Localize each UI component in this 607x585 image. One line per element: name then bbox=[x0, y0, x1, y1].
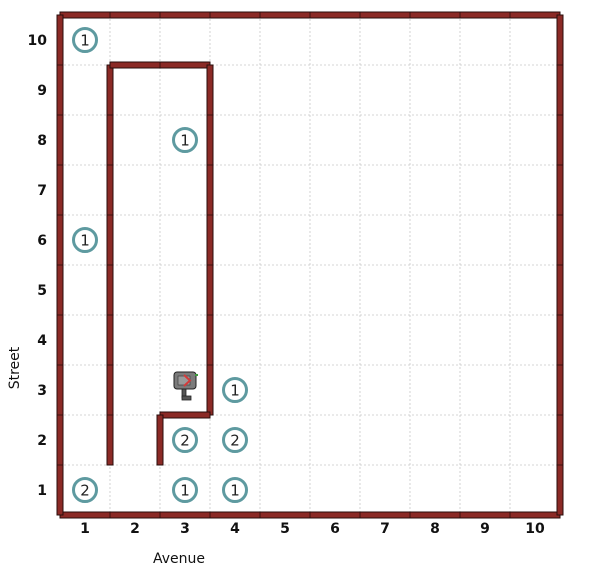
beeper: 1 bbox=[222, 377, 248, 403]
y-axis-label: Street bbox=[7, 346, 23, 389]
x-axis-label: Avenue bbox=[153, 551, 205, 567]
beeper: 2 bbox=[72, 477, 98, 503]
robot bbox=[173, 371, 198, 401]
avenue-tick-label: 7 bbox=[380, 521, 390, 537]
beeper-circle bbox=[222, 477, 248, 503]
street-tick-label: 1 bbox=[37, 483, 47, 499]
avenue-tick-label: 1 bbox=[80, 521, 90, 537]
beepers: 1 1 1 1 2 2 2 1 1 bbox=[72, 27, 248, 503]
axis-ticks: 1 2 3 4 5 6 7 8 9 10 1 2 3 4 5 6 7 8 9 10 bbox=[28, 33, 545, 537]
street-tick-label: 7 bbox=[37, 183, 47, 199]
beeper-circle bbox=[72, 227, 98, 253]
beeper-circle bbox=[72, 27, 98, 53]
avenue-tick-label: 8 bbox=[430, 521, 440, 537]
robot-foot bbox=[181, 395, 192, 401]
avenue-tick-label: 9 bbox=[480, 521, 490, 537]
robot-icon bbox=[173, 371, 198, 401]
beeper: 1 bbox=[222, 477, 248, 503]
street-tick-label: 5 bbox=[37, 283, 47, 299]
avenue-tick-label: 10 bbox=[525, 521, 545, 537]
beeper-count: 1 bbox=[80, 232, 90, 250]
street-tick-label: 4 bbox=[37, 333, 47, 349]
interior-wall bbox=[206, 64, 214, 416]
beeper: 1 bbox=[172, 127, 198, 153]
beeper: 1 bbox=[72, 27, 98, 53]
street-tick-label: 10 bbox=[28, 33, 48, 49]
robot-face bbox=[177, 375, 191, 386]
beeper-count: 1 bbox=[230, 382, 240, 400]
interior-wall bbox=[159, 411, 211, 419]
avenue-tick-label: 4 bbox=[230, 521, 240, 537]
beeper-circle bbox=[72, 477, 98, 503]
beeper-circle bbox=[222, 427, 248, 453]
beeper-count: 2 bbox=[230, 432, 240, 450]
beeper: 1 bbox=[172, 477, 198, 503]
grid bbox=[60, 15, 560, 515]
avenue-tick-label: 6 bbox=[330, 521, 340, 537]
beeper-count: 1 bbox=[230, 482, 240, 500]
beeper-circle bbox=[172, 427, 198, 453]
beeper: 2 bbox=[172, 427, 198, 453]
beeper: 2 bbox=[222, 427, 248, 453]
street-tick-label: 2 bbox=[37, 433, 47, 449]
beeper: 1 bbox=[72, 227, 98, 253]
avenue-tick-label: 5 bbox=[280, 521, 290, 537]
interior-wall bbox=[156, 414, 164, 466]
robot-direction-arrow bbox=[183, 374, 192, 387]
beeper-count: 1 bbox=[180, 132, 190, 150]
beeper-count: 2 bbox=[180, 432, 190, 450]
beeper-circle bbox=[172, 477, 198, 503]
avenue-tick-label: 3 bbox=[180, 521, 190, 537]
beeper-circle bbox=[172, 127, 198, 153]
street-tick-label: 3 bbox=[37, 383, 47, 399]
street-tick-label: 8 bbox=[37, 133, 47, 149]
walls bbox=[56, 11, 564, 519]
street-tick-label: 9 bbox=[37, 83, 47, 99]
street-tick-label: 6 bbox=[37, 233, 47, 249]
beeper-circle bbox=[222, 377, 248, 403]
avenue-tick-label: 2 bbox=[130, 521, 140, 537]
beeper-count: 2 bbox=[80, 482, 90, 500]
robot-antenna bbox=[195, 374, 198, 376]
beeper-count: 1 bbox=[180, 482, 190, 500]
beeper-count: 1 bbox=[80, 32, 90, 50]
